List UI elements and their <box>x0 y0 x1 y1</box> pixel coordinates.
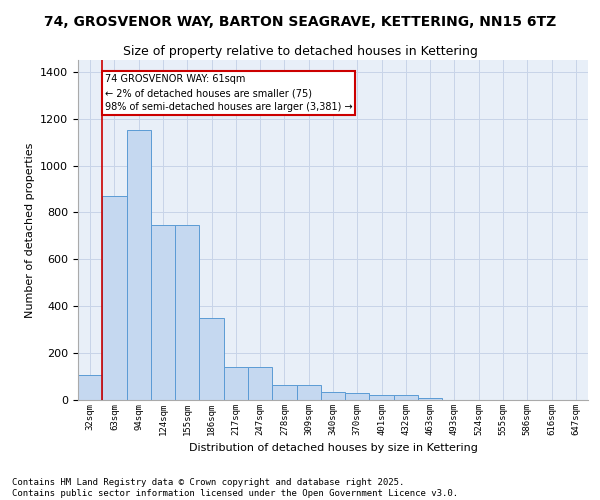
Text: Contains HM Land Registry data © Crown copyright and database right 2025.
Contai: Contains HM Land Registry data © Crown c… <box>12 478 458 498</box>
Bar <box>151 226 175 400</box>
X-axis label: Distribution of detached houses by size in Kettering: Distribution of detached houses by size … <box>188 444 478 454</box>
Bar <box>199 318 224 400</box>
Bar <box>78 374 102 400</box>
Bar <box>102 196 127 400</box>
Bar <box>248 367 272 400</box>
Bar <box>418 398 442 400</box>
Text: 74, GROSVENOR WAY, BARTON SEAGRAVE, KETTERING, NN15 6TZ: 74, GROSVENOR WAY, BARTON SEAGRAVE, KETT… <box>44 15 556 29</box>
Bar <box>296 385 321 400</box>
Bar <box>345 393 370 400</box>
Y-axis label: Number of detached properties: Number of detached properties <box>25 142 35 318</box>
Bar <box>321 392 345 400</box>
Bar <box>175 226 199 400</box>
Bar <box>224 367 248 400</box>
Bar <box>127 130 151 400</box>
Bar <box>394 396 418 400</box>
Text: 74 GROSVENOR WAY: 61sqm
← 2% of detached houses are smaller (75)
98% of semi-det: 74 GROSVENOR WAY: 61sqm ← 2% of detached… <box>105 74 352 112</box>
Text: Size of property relative to detached houses in Kettering: Size of property relative to detached ho… <box>122 45 478 58</box>
Bar <box>272 385 296 400</box>
Bar <box>370 396 394 400</box>
